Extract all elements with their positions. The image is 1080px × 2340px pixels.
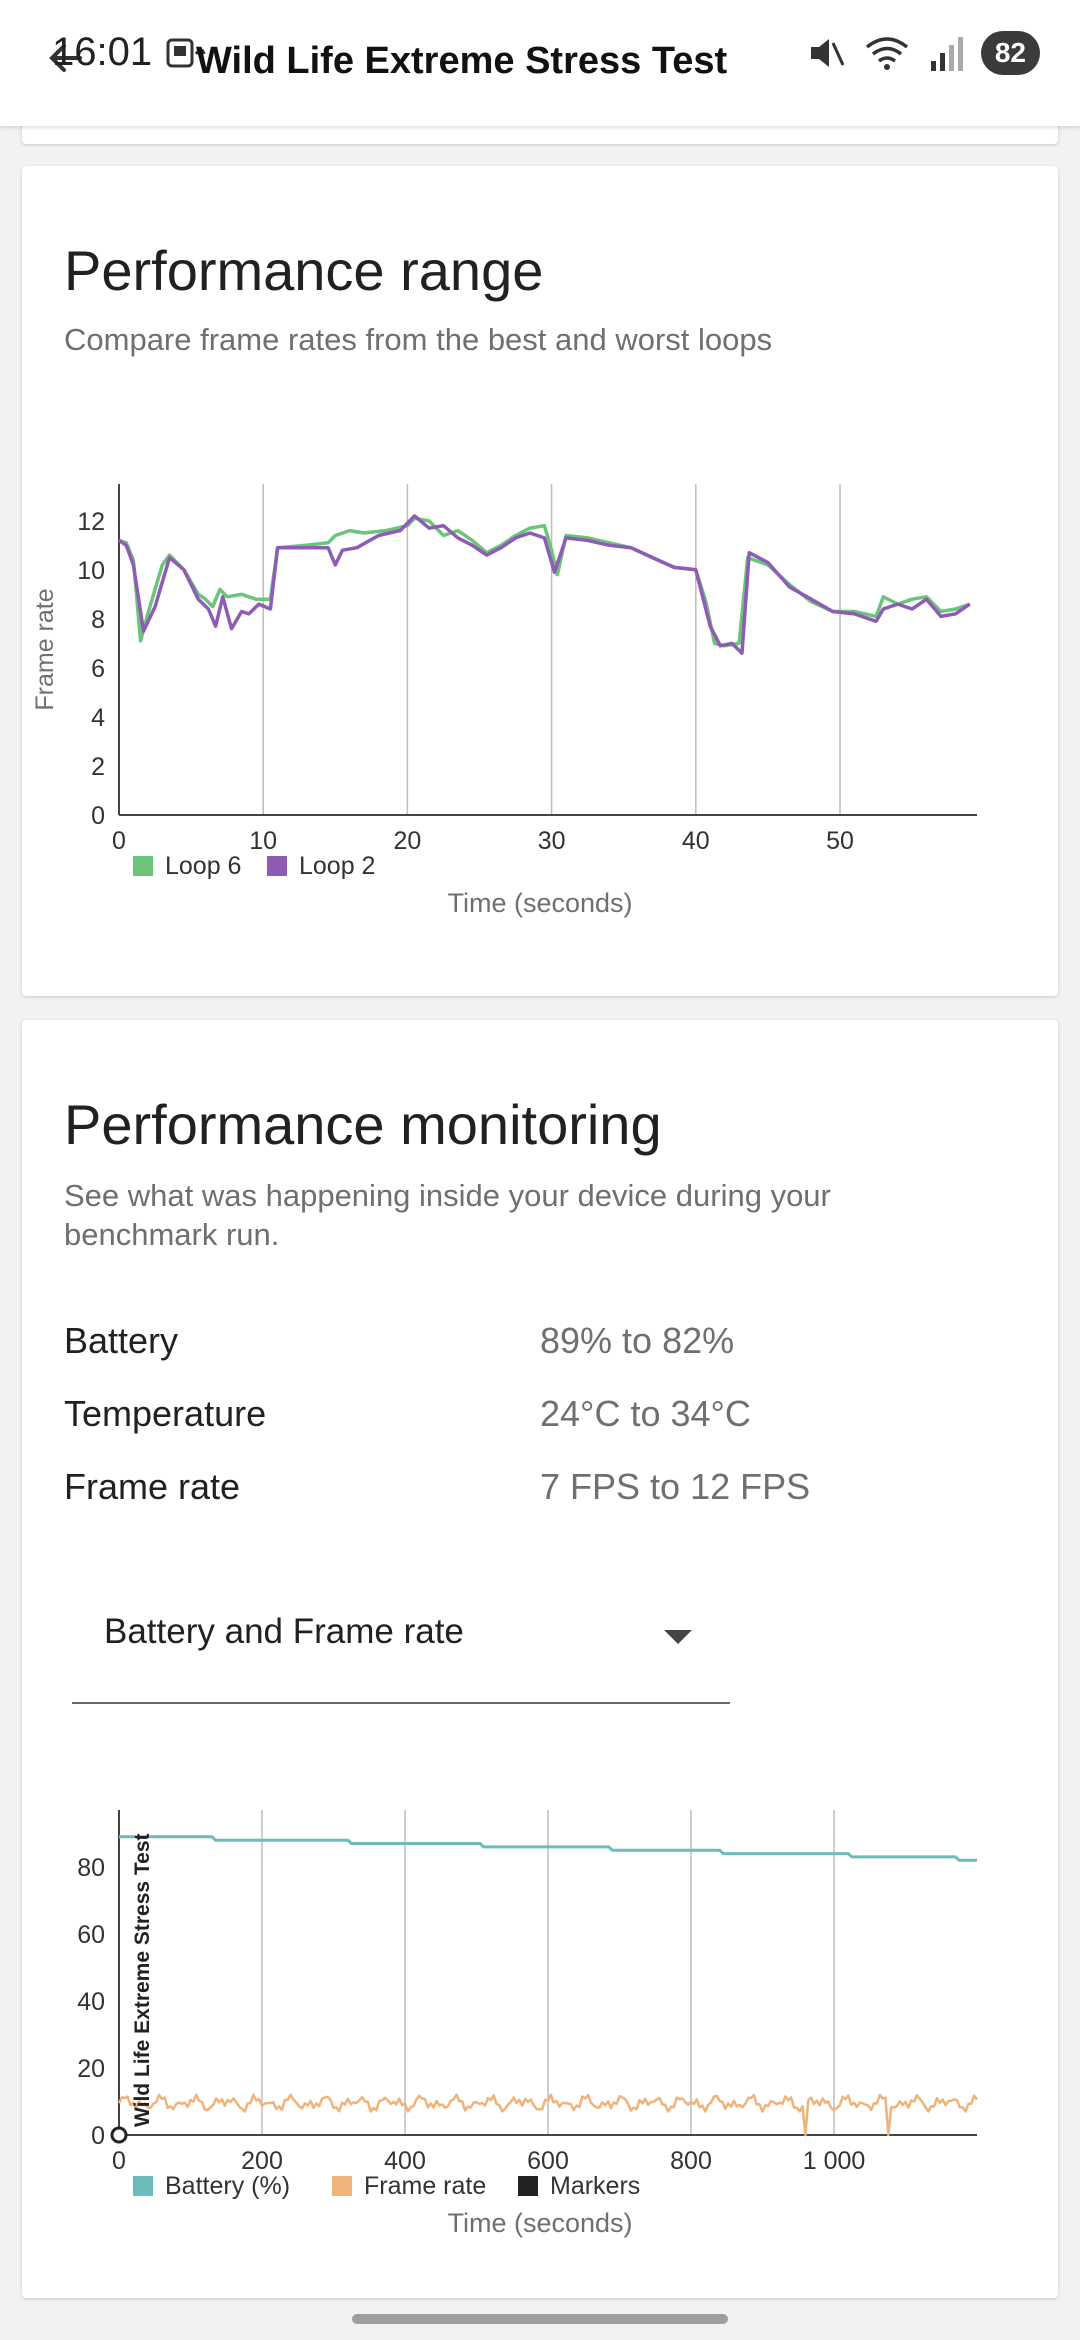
legend-swatch [133, 856, 153, 876]
stat-frame-rate-label: Frame rate [64, 1466, 241, 1507]
home-indicator[interactable] [352, 2314, 728, 2324]
status-time: 16:01 [52, 30, 153, 74]
y-tick-label: 8 [91, 606, 105, 634]
x-tick-label: 10 [249, 827, 277, 855]
x-tick-label: 0 [112, 827, 126, 855]
stat-temperature-value: 24°C to 34°C [540, 1393, 751, 1434]
series-line-loop-2 [118, 514, 971, 655]
performance-monitoring-card: Performance monitoring See what was happ… [22, 1020, 1058, 2298]
performance-range-subtitle: Compare frame rates from the best and wo… [64, 322, 773, 357]
frame-rate-loops-chart: 0 10 20 30 40 50 0 2 4 6 8 10 12 Frame rate Time (seco… [31, 484, 977, 918]
x-axis-label: Time (seconds) [447, 2208, 632, 2238]
performance-range-title: Performance range [64, 239, 544, 302]
legend-swatch [518, 2176, 538, 2196]
y-tick-label: 10 [77, 557, 105, 585]
y-tick-label: 80 [77, 1854, 105, 1882]
legend-swatch [133, 2176, 153, 2196]
performance-monitoring-subtitle: See what was happening inside your devic… [64, 1178, 831, 1252]
y-tick-label: 2 [91, 753, 105, 781]
y-tick-label: 40 [77, 1988, 105, 2016]
y-axis-label: Frame rate [31, 588, 59, 710]
legend-swatch [267, 856, 287, 876]
battery-frame-rate-chart: 0 200 400 600 800 1 000 0 20 40 60 80 Time (seconds… [77, 1810, 979, 2238]
stat-temperature-label: Temperature [64, 1393, 267, 1434]
legend-label: Battery (%) [165, 2172, 290, 2200]
series-line-battery [119, 1835, 977, 1862]
series-line-frame-rate [117, 2093, 979, 2137]
stat-battery-value: 89% to 82% [540, 1320, 735, 1361]
y-tick-label: 4 [91, 704, 105, 732]
y-tick-label: 0 [91, 802, 105, 830]
metric-dropdown[interactable]: Battery and Frame rate [72, 1590, 730, 1704]
dropdown-selected-value: Battery and Frame rate [104, 1612, 464, 1651]
y-tick-label: 20 [77, 2055, 105, 2083]
back-arrow-icon[interactable] [46, 38, 86, 78]
signal-icon [930, 37, 963, 71]
x-tick-label: 20 [393, 827, 421, 855]
mute-icon [810, 39, 845, 67]
dropdown-arrow-icon[interactable] [664, 1630, 692, 1644]
performance-range-card: Performance range Compare frame rates fr… [22, 166, 1058, 996]
legend-label: Markers [550, 2172, 640, 2200]
marker-point [110, 2126, 128, 2144]
screenshot-icon [166, 38, 206, 68]
x-tick-label: 50 [826, 827, 854, 855]
stat-battery-label: Battery [64, 1320, 179, 1361]
stat-frame-rate-value: 7 FPS to 12 FPS [540, 1466, 811, 1507]
page-title: Wild Life Extreme Stress Test [196, 40, 728, 82]
y-tick-label: 60 [77, 1921, 105, 1949]
x-tick-label: 1 000 [803, 2147, 866, 2175]
y-tick-label: 12 [77, 508, 105, 536]
x-tick-label: 600 [527, 2147, 569, 2175]
battery-indicator: 82 [980, 31, 1040, 75]
x-tick-label: 200 [241, 2147, 283, 2175]
app-bar: 16:01 Wild Life Extreme Stress Test 82 [0, 0, 1080, 126]
x-tick-label: 800 [670, 2147, 712, 2175]
performance-monitoring-title: Performance monitoring [64, 1093, 662, 1156]
status-icons: 82 [805, 30, 1040, 76]
x-tick-label: 0 [112, 2147, 126, 2175]
x-axis-label: Time (seconds) [447, 888, 632, 918]
legend-label: Loop 6 [165, 852, 241, 880]
series-line-loop-6 [118, 516, 971, 648]
legend-label: Frame rate [364, 2172, 486, 2200]
x-tick-label: 400 [384, 2147, 426, 2175]
legend-swatch [332, 2176, 352, 2196]
wifi-icon [865, 37, 908, 70]
legend-label: Loop 2 [299, 852, 375, 880]
marker-label: Wild Life Extreme Stress Test [131, 1833, 154, 2127]
x-tick-label: 30 [538, 827, 566, 855]
y-tick-label: 0 [91, 2122, 105, 2150]
y-tick-label: 6 [91, 655, 105, 683]
x-tick-label: 40 [682, 827, 710, 855]
